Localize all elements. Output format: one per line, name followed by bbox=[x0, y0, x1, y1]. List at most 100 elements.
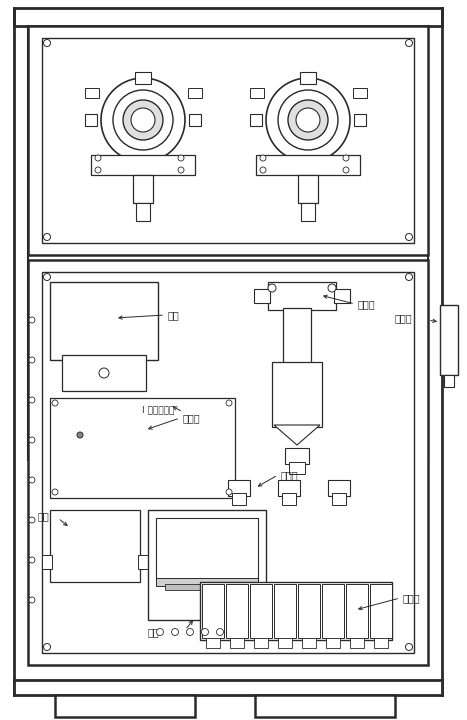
Bar bbox=[188, 88, 202, 98]
Text: 滤水器: 滤水器 bbox=[358, 299, 375, 309]
Bar bbox=[444, 375, 454, 387]
Circle shape bbox=[266, 78, 350, 162]
Bar bbox=[326, 638, 340, 648]
Bar bbox=[200, 582, 392, 640]
Circle shape bbox=[328, 284, 336, 292]
Text: 电磁阀: 电磁阀 bbox=[403, 593, 421, 603]
Bar bbox=[50, 398, 235, 498]
Circle shape bbox=[29, 317, 35, 323]
Circle shape bbox=[52, 400, 58, 406]
Polygon shape bbox=[274, 425, 320, 445]
Bar bbox=[289, 462, 305, 474]
Circle shape bbox=[29, 557, 35, 563]
Bar bbox=[28, 26, 428, 255]
Bar bbox=[255, 695, 395, 717]
Circle shape bbox=[343, 155, 349, 161]
Text: 电路板: 电路板 bbox=[183, 413, 201, 423]
Bar bbox=[62, 355, 146, 391]
Bar bbox=[226, 584, 248, 638]
Bar bbox=[278, 638, 292, 648]
Bar bbox=[165, 584, 245, 590]
Circle shape bbox=[268, 284, 276, 292]
Circle shape bbox=[226, 489, 232, 495]
Text: 开关: 开关 bbox=[38, 511, 50, 521]
Bar bbox=[55, 695, 195, 717]
Circle shape bbox=[29, 477, 35, 483]
Bar bbox=[42, 555, 52, 569]
Circle shape bbox=[43, 233, 50, 240]
Bar bbox=[278, 480, 300, 496]
Bar bbox=[85, 114, 97, 126]
Bar bbox=[374, 638, 388, 648]
Circle shape bbox=[296, 108, 320, 132]
Bar bbox=[250, 114, 262, 126]
Circle shape bbox=[288, 100, 328, 140]
Circle shape bbox=[29, 597, 35, 603]
Bar bbox=[285, 448, 309, 464]
Bar bbox=[350, 638, 364, 648]
Bar bbox=[230, 638, 244, 648]
Bar bbox=[298, 584, 320, 638]
Bar bbox=[133, 175, 153, 203]
Bar bbox=[85, 88, 99, 98]
Circle shape bbox=[52, 489, 58, 495]
Bar bbox=[136, 203, 150, 221]
Circle shape bbox=[260, 167, 266, 173]
Bar bbox=[440, 305, 458, 375]
Bar bbox=[328, 480, 350, 496]
Bar bbox=[300, 72, 316, 84]
Circle shape bbox=[29, 397, 35, 403]
Bar bbox=[370, 584, 392, 638]
Bar bbox=[250, 88, 264, 98]
Bar bbox=[283, 308, 311, 366]
Bar bbox=[256, 155, 360, 175]
Bar bbox=[156, 518, 258, 580]
Bar bbox=[189, 114, 201, 126]
Circle shape bbox=[95, 155, 101, 161]
Circle shape bbox=[186, 629, 193, 636]
Bar bbox=[202, 584, 224, 638]
Circle shape bbox=[113, 90, 173, 150]
Bar bbox=[268, 282, 336, 310]
Bar bbox=[91, 155, 195, 175]
Circle shape bbox=[29, 517, 35, 523]
Circle shape bbox=[156, 629, 163, 636]
Bar bbox=[254, 289, 270, 303]
Circle shape bbox=[260, 155, 266, 161]
Text: 转接管: 转接管 bbox=[281, 470, 298, 480]
Bar bbox=[334, 289, 350, 303]
Circle shape bbox=[201, 629, 208, 636]
Circle shape bbox=[171, 629, 178, 636]
Circle shape bbox=[101, 78, 185, 162]
Circle shape bbox=[178, 155, 184, 161]
Bar bbox=[42, 38, 414, 243]
Circle shape bbox=[226, 400, 232, 406]
Bar bbox=[14, 680, 442, 695]
Circle shape bbox=[43, 274, 50, 281]
Bar bbox=[302, 638, 316, 648]
Bar bbox=[228, 480, 250, 496]
Bar bbox=[332, 493, 346, 505]
Circle shape bbox=[178, 167, 184, 173]
Bar bbox=[206, 638, 220, 648]
Bar bbox=[298, 175, 318, 203]
Circle shape bbox=[123, 100, 163, 140]
Bar bbox=[301, 203, 315, 221]
Circle shape bbox=[405, 644, 412, 650]
Circle shape bbox=[99, 368, 109, 378]
Circle shape bbox=[278, 90, 338, 150]
Circle shape bbox=[131, 108, 155, 132]
Bar bbox=[354, 114, 366, 126]
Circle shape bbox=[217, 629, 224, 636]
Bar bbox=[50, 510, 140, 582]
Circle shape bbox=[405, 40, 412, 47]
Bar bbox=[282, 493, 296, 505]
Bar bbox=[254, 638, 268, 648]
Circle shape bbox=[405, 274, 412, 281]
Bar bbox=[274, 584, 296, 638]
Circle shape bbox=[405, 233, 412, 240]
Circle shape bbox=[343, 167, 349, 173]
Bar bbox=[346, 584, 368, 638]
Bar bbox=[28, 260, 428, 665]
Bar bbox=[250, 584, 272, 638]
